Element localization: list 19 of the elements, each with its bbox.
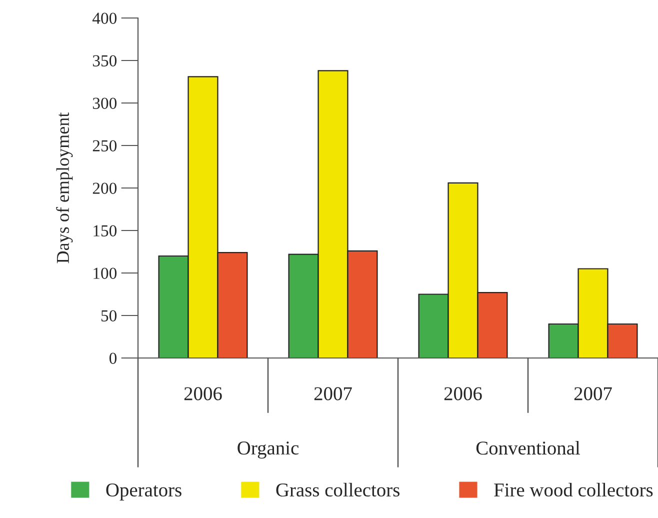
x-tick-label: 2006 (184, 387, 222, 400)
text: Organic (238, 442, 299, 459)
y-tick-label: 0 (109, 352, 117, 364)
y-tick-label: 50 (101, 310, 117, 322)
y-tick-label: 400 (92, 12, 117, 24)
y-tick-label: 350 (92, 55, 117, 66)
y-tick-label: 200 (92, 182, 117, 194)
x-tick-label: 2007 (314, 387, 352, 400)
y-tick-label: 150 (94, 225, 117, 236)
x-tick-label: 2007 (574, 387, 612, 400)
x-tick-label: 2006 (444, 387, 482, 400)
legend-label: Grass collectors (276, 482, 400, 497)
y-tick-label: 250 (92, 140, 117, 152)
y-tick-label: 300 (92, 98, 117, 109)
y-tick-label: 100 (94, 268, 117, 279)
legend-label: Operators (106, 483, 182, 500)
legend-label: Fire wood collectors (494, 482, 653, 497)
y-axis-title: Days of employment (56, 112, 73, 264)
text: Conventional (476, 440, 580, 455)
